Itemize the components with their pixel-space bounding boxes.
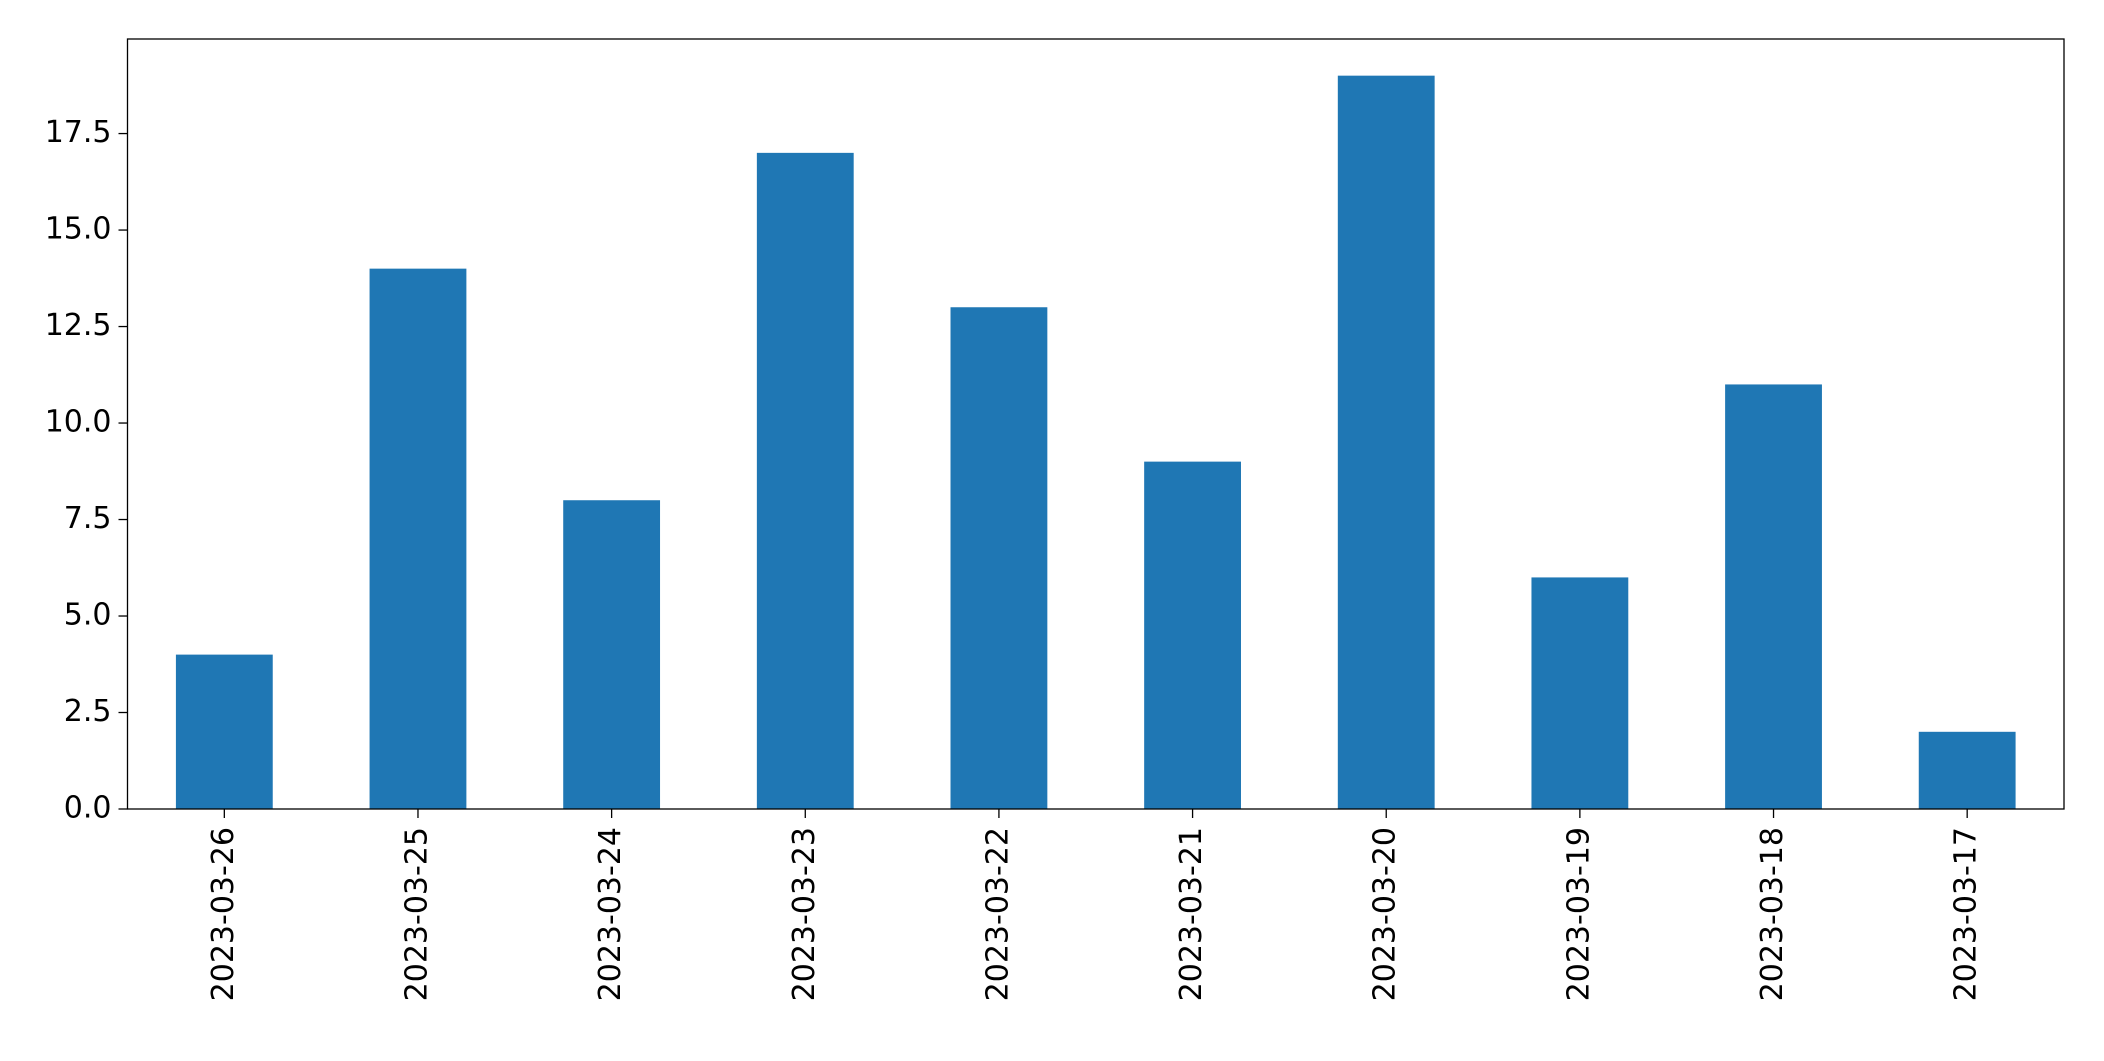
x-tick-label: 2023-03-26 — [206, 827, 241, 1001]
y-tick-label: 17.5 — [45, 115, 112, 150]
plot-frame — [126, 38, 2065, 810]
x-tick-label: 2023-03-21 — [1174, 827, 1209, 1001]
bar — [1144, 461, 1241, 809]
bar — [369, 268, 467, 809]
y-tick-label: 5.0 — [64, 598, 112, 633]
y-tick-label: 7.5 — [64, 501, 112, 536]
x-tick-label: 2023-03-22 — [980, 827, 1015, 1001]
x-tick-label: 2023-03-17 — [1949, 827, 1984, 1001]
x-tick-label: 2023-03-24 — [593, 827, 628, 1001]
x-tick-label: 2023-03-25 — [399, 827, 434, 1001]
bar — [1918, 731, 2016, 809]
bar — [950, 307, 1048, 809]
y-tick-label: 15.0 — [45, 212, 112, 247]
bar — [1725, 384, 1822, 809]
x-tick-label: 2023-03-23 — [787, 827, 822, 1001]
bar — [1337, 75, 1435, 809]
y-tick-label: 10.0 — [45, 405, 112, 440]
bar — [563, 500, 661, 809]
x-tick-label: 2023-03-19 — [1561, 827, 1596, 1001]
x-tick-label: 2023-03-18 — [1755, 827, 1790, 1001]
y-tick-label: 2.5 — [64, 694, 112, 729]
bar — [756, 152, 854, 810]
x-tick-label: 2023-03-20 — [1368, 827, 1403, 1001]
y-tick-label: 0.0 — [64, 791, 112, 826]
y-tick-label: 12.5 — [45, 308, 112, 343]
bar — [175, 654, 273, 809]
bar — [1531, 577, 1629, 809]
